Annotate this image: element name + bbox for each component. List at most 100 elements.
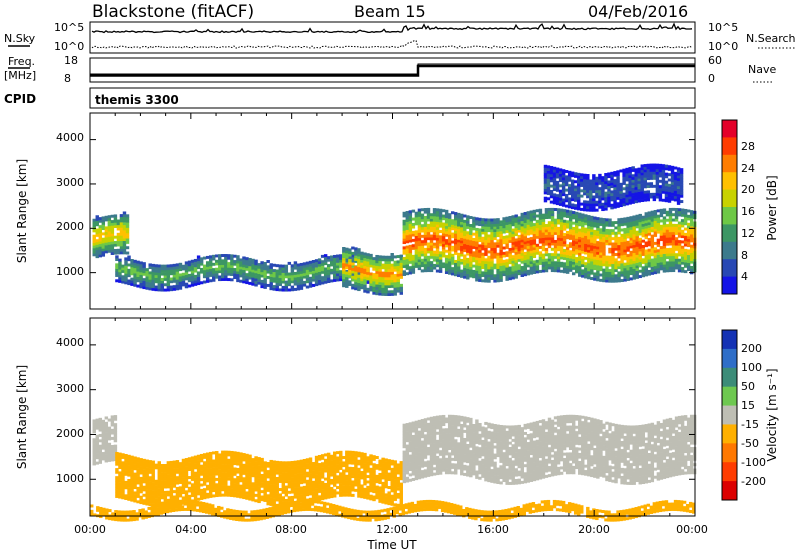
heatmap-cell [502,265,506,269]
heatmap-cell [435,213,440,217]
heatmap-cell [608,234,612,238]
heatmap-cell [454,251,458,255]
heatmap-cell [571,216,576,220]
heatmap-cell [426,261,431,265]
heatmap-cell [275,264,279,268]
heatmap-cell [620,249,624,253]
heatmap-cell [215,488,219,492]
heatmap-cell [656,243,661,247]
heatmap-cell [236,268,240,272]
heatmap-cell [662,208,667,212]
heatmap-cell [281,482,286,486]
heatmap-cell [113,222,118,226]
heatmap-cell [260,495,264,499]
heatmap-cell [578,249,582,253]
heatmap-cell [671,263,676,267]
heatmap-cell [118,476,122,480]
heatmap-cell [607,183,611,187]
heatmap-cell [664,172,669,176]
heatmap-cell [339,278,343,282]
heatmap-cell [514,222,518,226]
heatmap-cell [668,229,673,233]
heatmap-cell [148,462,152,466]
heatmap-cell [444,215,449,219]
heatmap-cell [568,258,573,262]
heatmap-cell [460,242,464,246]
heatmap-cell [549,195,554,199]
heatmap-cell [568,266,573,270]
heatmap-cell [227,464,231,468]
heatmap-cell [323,280,328,284]
heatmap-cell [544,239,549,243]
heatmap-cell [193,487,198,491]
heatmap-cell [562,211,567,215]
heatmap-cell [133,262,137,266]
heatmap-cell [502,273,506,277]
heatmap-cell [251,264,255,268]
heatmap-cell [502,259,506,263]
heatmap-cell [667,178,672,182]
heatmap-cell [95,239,99,243]
heatmap-cell [499,260,503,264]
heatmap-cell [245,477,249,481]
heatmap-cell [215,273,219,277]
heatmap-cell [148,470,152,474]
heatmap-cell [169,269,174,273]
heatmap-cell [671,207,676,211]
heatmap-cell [95,255,99,259]
heatmap-cell [641,260,645,264]
heatmap-cell [664,180,669,184]
heatmap-cell [354,284,358,288]
heatmap-cell [408,220,413,224]
heatmap-cell [157,490,161,494]
heatmap-cell [354,268,358,272]
heatmap-cell [578,271,582,275]
heatmap-cell [647,264,652,268]
heatmap-cell [475,265,479,269]
heatmap-cell [113,450,118,454]
heatmap-cell [95,215,99,219]
heatmap-cell [236,484,240,488]
heatmap-cell [616,191,620,195]
heatmap-cell [625,197,629,201]
heatmap-cell [369,285,373,289]
heatmap-cell [116,251,121,255]
heatmap-cell [130,277,134,281]
heatmap-cell [127,274,131,278]
heatmap-cell [242,463,246,467]
heatmap-cell [662,266,667,270]
heatmap-cell [275,471,279,475]
heatmap-cell [665,263,670,267]
heatmap-cell [628,201,632,205]
heatmap-cell [218,453,222,457]
heatmap-cell [426,245,431,249]
heatmap-cell [481,260,485,264]
heatmap-cell [426,210,431,214]
heatmap-cell [221,493,225,497]
heatmap-cell [632,244,636,248]
heatmap-cell [665,210,670,214]
heatmap-cell [677,229,682,233]
heatmap-cell [543,183,548,187]
heatmap-cell [635,225,639,229]
heatmap-cell [390,271,394,275]
heatmap-cell [302,458,307,462]
heatmap-cell [190,459,195,463]
heatmap-cell [245,475,249,479]
heatmap-cell [589,192,593,196]
heatmap-cell [405,229,410,233]
heatmap-cell [187,467,192,471]
heatmap-cell [342,270,346,274]
heatmap-cell [550,247,555,251]
heatmap-cell [124,454,128,457]
heatmap-cell [118,490,122,494]
heatmap-cell [242,469,246,473]
heatmap-cell [119,248,124,252]
heatmap-cell [411,262,416,266]
heatmap-cell [475,251,479,255]
heatmap-cell [272,500,276,504]
heatmap-cell [602,268,606,272]
heatmap-cell [514,267,518,271]
heatmap-cell [145,459,149,463]
heatmap-cell [670,184,675,188]
